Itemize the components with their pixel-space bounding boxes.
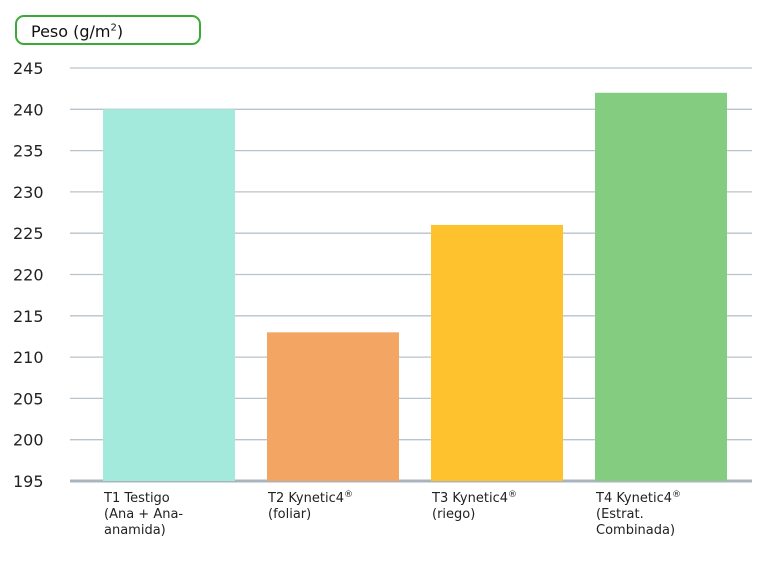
bar-4: [595, 92, 727, 481]
x-category-label: T4 Kynetic4®: [595, 490, 681, 506]
y-tick-label: 225: [13, 224, 44, 243]
y-tick-label: 230: [13, 183, 44, 202]
y-axis-label-end: ): [116, 22, 124, 41]
x-category-label: (foliar): [268, 507, 311, 522]
y-tick-label: 235: [13, 142, 44, 161]
x-category-label: (riego): [432, 507, 475, 522]
bar-3: [431, 224, 563, 481]
y-tick-label: 245: [13, 59, 44, 78]
x-category-label: anamida): [104, 523, 166, 538]
y-axis-label-sup: 2: [110, 22, 117, 34]
x-category-label: (Ana + Ana-: [104, 507, 183, 522]
x-category-label: (Estrat.: [596, 507, 644, 522]
y-axis-label: Peso (g/m2): [31, 22, 123, 41]
bar-1: [103, 109, 235, 482]
y-tick-label: 220: [13, 266, 44, 285]
x-category-label: T2 Kynetic4®: [267, 490, 353, 506]
x-category-label: T3 Kynetic4®: [431, 490, 517, 506]
y-tick-label: 215: [13, 307, 44, 326]
x-category-label: T1 Testigo: [103, 491, 170, 506]
y-tick-label: 210: [13, 348, 44, 367]
y-axis-ticks: 195 200 205 210 215 220 225 230 235 240 245: [13, 59, 44, 491]
y-tick-label: 205: [13, 389, 44, 408]
y-tick-label: 200: [13, 431, 44, 450]
y-axis-label-box: Peso (g/m2): [15, 15, 201, 45]
y-tick-label: 240: [13, 100, 44, 119]
y-axis-label-main: Peso (g/m: [31, 22, 111, 41]
bar-2: [267, 332, 399, 481]
y-tick-label: 195: [13, 472, 44, 491]
x-category-label: Combinada): [596, 523, 675, 538]
bars: [103, 92, 727, 482]
x-axis-categories: T1 Testigo(Ana + Ana-anamida) T2 Kynetic4…: [103, 490, 681, 538]
